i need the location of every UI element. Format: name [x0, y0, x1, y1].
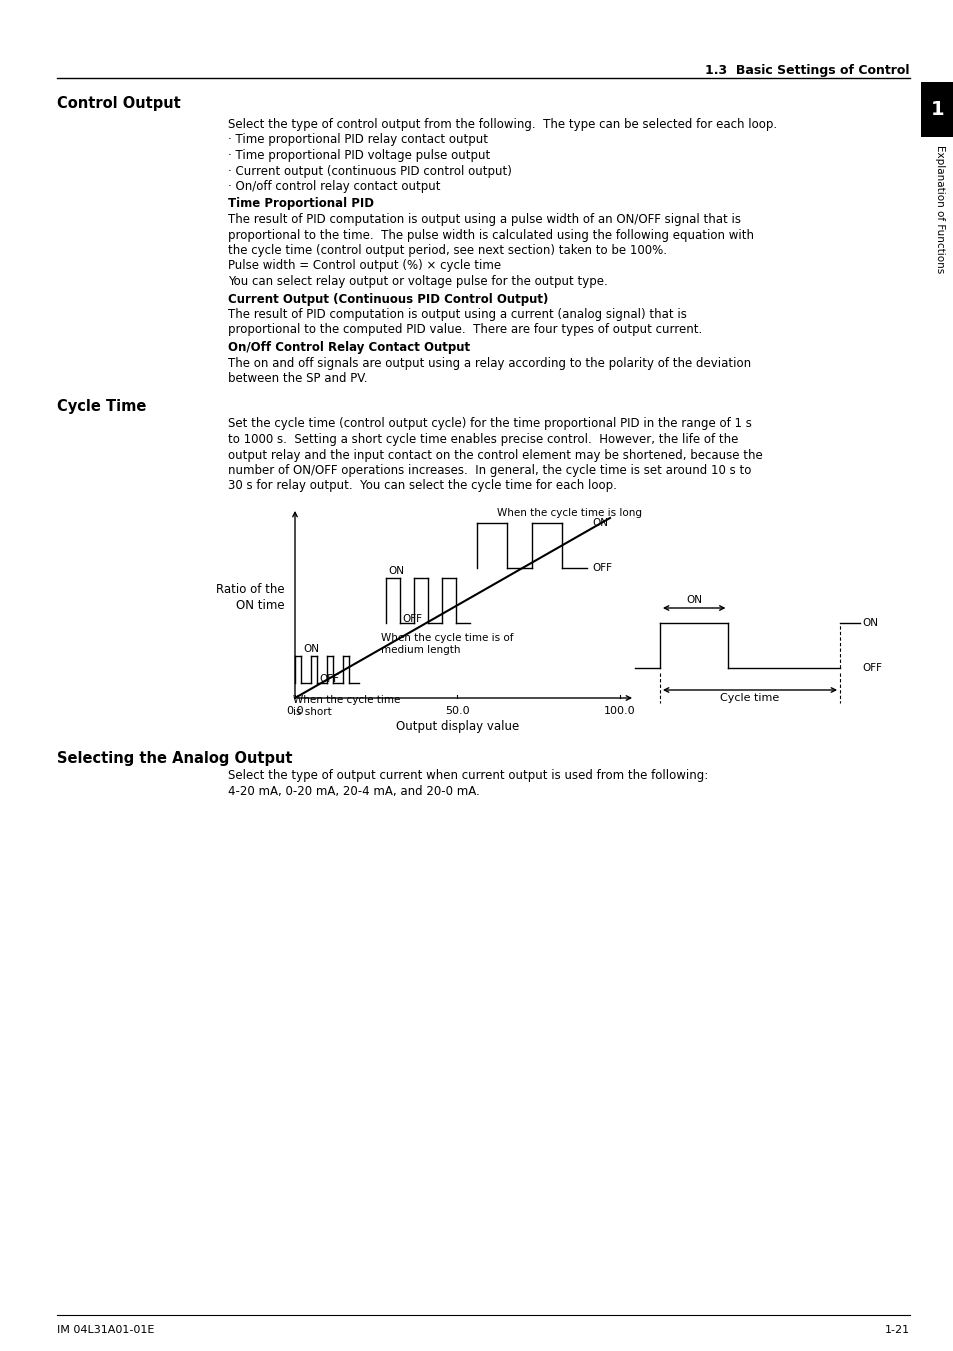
Text: Time Proportional PID: Time Proportional PID: [228, 197, 374, 211]
Text: OFF: OFF: [862, 663, 882, 673]
Text: Set the cycle time (control output cycle) for the time proportional PID in the r: Set the cycle time (control output cycle…: [228, 417, 751, 431]
Text: The on and off signals are output using a relay according to the polarity of the: The on and off signals are output using …: [228, 357, 750, 370]
Text: On/Off Control Relay Contact Output: On/Off Control Relay Contact Output: [228, 340, 470, 354]
Text: When the cycle time: When the cycle time: [293, 694, 400, 705]
Text: ON: ON: [303, 644, 318, 654]
Text: Select the type of control output from the following.  The type can be selected : Select the type of control output from t…: [228, 118, 777, 131]
Text: 50.0: 50.0: [445, 707, 469, 716]
Text: Current Output (Continuous PID Control Output): Current Output (Continuous PID Control O…: [228, 293, 548, 305]
Text: Output display value: Output display value: [395, 720, 518, 734]
Text: You can select relay output or voltage pulse for the output type.: You can select relay output or voltage p…: [228, 276, 607, 288]
Text: OFF: OFF: [318, 674, 338, 684]
Text: ON time: ON time: [236, 598, 285, 612]
Text: OFF: OFF: [402, 613, 422, 624]
Text: The result of PID computation is output using a pulse width of an ON/OFF signal : The result of PID computation is output …: [228, 213, 740, 226]
Text: Control Output: Control Output: [57, 96, 180, 111]
Text: ON: ON: [592, 517, 607, 528]
Text: 0.0: 0.0: [286, 707, 303, 716]
Text: Cycle time: Cycle time: [720, 693, 779, 703]
Text: 30 s for relay output.  You can select the cycle time for each loop.: 30 s for relay output. You can select th…: [228, 480, 617, 493]
Text: Ratio of the: Ratio of the: [216, 584, 285, 596]
Text: Selecting the Analog Output: Selecting the Analog Output: [57, 751, 293, 766]
Text: 100.0: 100.0: [603, 707, 635, 716]
Text: proportional to the computed PID value.  There are four types of output current.: proportional to the computed PID value. …: [228, 323, 701, 336]
Text: Cycle Time: Cycle Time: [57, 400, 146, 415]
Text: Pulse width = Control output (%) × cycle time: Pulse width = Control output (%) × cycle…: [228, 259, 500, 273]
Text: medium length: medium length: [380, 644, 460, 655]
Text: 4-20 mA, 0-20 mA, 20-4 mA, and 20-0 mA.: 4-20 mA, 0-20 mA, 20-4 mA, and 20-0 mA.: [228, 785, 479, 797]
Bar: [920, 82, 953, 136]
Text: ON: ON: [388, 566, 403, 576]
Text: proportional to the time.  The pulse width is calculated using the following equ: proportional to the time. The pulse widt…: [228, 228, 753, 242]
Text: 1-21: 1-21: [884, 1325, 909, 1335]
Text: number of ON/OFF operations increases.  In general, the cycle time is set around: number of ON/OFF operations increases. I…: [228, 463, 751, 477]
Text: to 1000 s.  Setting a short cycle time enables precise control.  However, the li: to 1000 s. Setting a short cycle time en…: [228, 434, 738, 446]
Text: · Current output (continuous PID control output): · Current output (continuous PID control…: [228, 165, 512, 177]
Text: output relay and the input contact on the control element may be shortened, beca: output relay and the input contact on th…: [228, 449, 762, 462]
Text: · On/off control relay contact output: · On/off control relay contact output: [228, 180, 440, 193]
Text: When the cycle time is of: When the cycle time is of: [380, 634, 513, 643]
Text: The result of PID computation is output using a current (analog signal) that is: The result of PID computation is output …: [228, 308, 686, 322]
Text: is short: is short: [293, 707, 332, 717]
Text: IM 04L31A01-01E: IM 04L31A01-01E: [57, 1325, 154, 1335]
Text: Select the type of output current when current output is used from the following: Select the type of output current when c…: [228, 769, 707, 782]
Text: · Time proportional PID relay contact output: · Time proportional PID relay contact ou…: [228, 134, 488, 146]
Text: 1: 1: [930, 100, 943, 119]
Text: When the cycle time is long: When the cycle time is long: [497, 508, 641, 517]
Text: · Time proportional PID voltage pulse output: · Time proportional PID voltage pulse ou…: [228, 149, 490, 162]
Text: Explanation of Functions: Explanation of Functions: [934, 145, 944, 273]
Text: 1.3  Basic Settings of Control: 1.3 Basic Settings of Control: [705, 63, 909, 77]
Text: ON: ON: [862, 617, 877, 628]
Text: OFF: OFF: [592, 563, 612, 573]
Text: ON: ON: [685, 594, 701, 605]
Text: the cycle time (control output period, see next section) taken to be 100%.: the cycle time (control output period, s…: [228, 245, 666, 257]
Text: between the SP and PV.: between the SP and PV.: [228, 372, 367, 385]
